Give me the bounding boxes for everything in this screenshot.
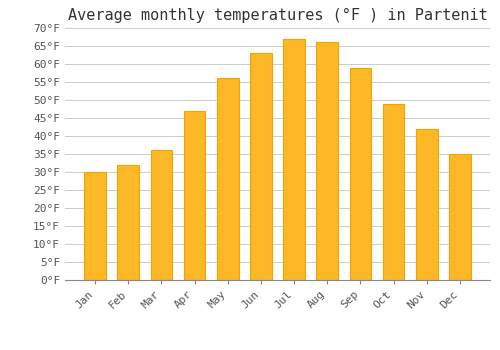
- Bar: [284, 39, 305, 280]
- Bar: [150, 150, 172, 280]
- Bar: [250, 53, 272, 280]
- Bar: [184, 111, 206, 280]
- Bar: [316, 42, 338, 280]
- Bar: [383, 104, 404, 280]
- Bar: [416, 129, 438, 280]
- Title: Average monthly temperatures (°F ) in Partenit: Average monthly temperatures (°F ) in Pa…: [68, 8, 488, 23]
- Bar: [118, 165, 139, 280]
- Bar: [217, 78, 238, 280]
- Bar: [84, 172, 106, 280]
- Bar: [350, 68, 371, 280]
- Bar: [449, 154, 470, 280]
